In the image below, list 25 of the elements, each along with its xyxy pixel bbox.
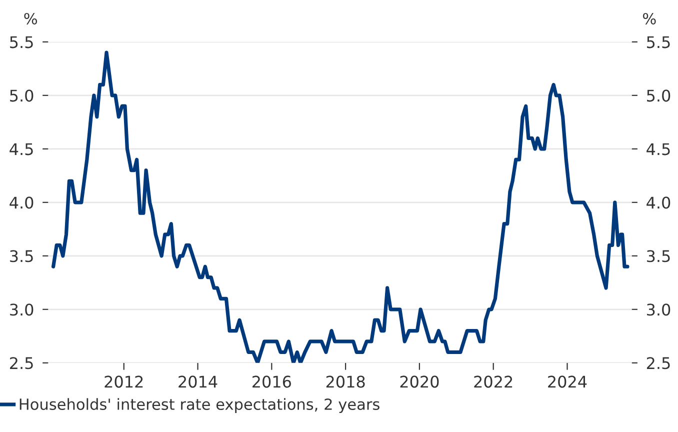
x-tick-label: 2024 — [548, 376, 587, 388]
y2-tick-label: 3.5 — [647, 250, 670, 262]
y-tick-label: 5.5 — [10, 36, 33, 48]
y2-tick-label: 4.5 — [646, 143, 670, 156]
y2-axis-title: % — [642, 12, 656, 24]
y-tick-label: 4.5 — [10, 143, 33, 156]
x-tick-label: 2014 — [178, 376, 218, 388]
x-tick-label: 2020 — [400, 376, 439, 388]
y2-tick-label: 5.5 — [647, 36, 670, 48]
x-tick-label: 2022 — [474, 376, 512, 388]
line-series — [52, 50, 630, 363]
y-tick-label: 3.0 — [10, 304, 34, 316]
y2-tick-label: 4.0 — [646, 196, 670, 209]
x-tick-label: 2018 — [326, 376, 365, 388]
y-tick-label: 2.5 — [10, 357, 33, 370]
y-axis-title: % — [24, 12, 38, 24]
y-tick-label: 5.0 — [10, 90, 34, 102]
y2-tick-label: 2.5 — [646, 357, 670, 370]
legend-label: Households' interest rate expectations, 2 years — [20, 398, 380, 413]
x-tick-label: 2016 — [252, 376, 291, 388]
x-tick-label: 2012 — [104, 376, 143, 388]
y-tick-label: 4.0 — [10, 196, 34, 209]
y2-tick-label: 5.0 — [647, 90, 670, 102]
y2-tick-label: 3.0 — [647, 304, 670, 316]
y-tick-label: 3.5 — [10, 250, 33, 262]
